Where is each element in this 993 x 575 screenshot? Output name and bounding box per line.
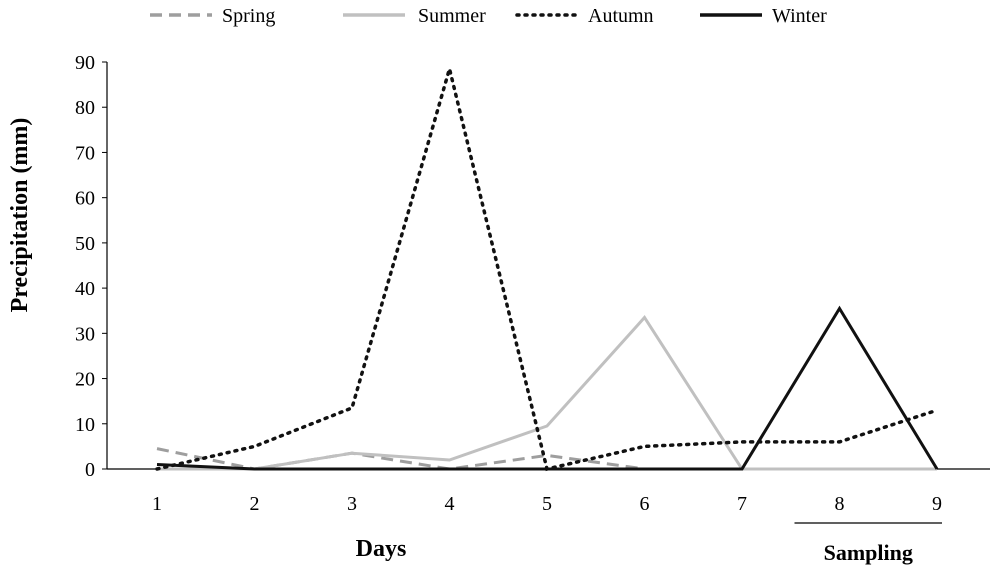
y-tick-label: 70 [75, 142, 95, 164]
series-line-summer [157, 315, 937, 471]
x-tick-label: 2 [250, 493, 260, 515]
y-axis: 0 10 20 30 40 50 60 70 80 90 [75, 52, 108, 481]
legend-item-winter: Winter [700, 5, 827, 27]
y-tick-label: 90 [75, 52, 95, 74]
y-tick-label: 0 [85, 459, 95, 481]
y-tick-label: 50 [75, 233, 95, 255]
legend-label: Spring [222, 5, 275, 27]
legend-item-autumn: Autumn [515, 5, 654, 27]
x-axis: 1 2 3 4 5 6 7 8 9 [107, 468, 990, 515]
y-tick-label: 60 [75, 188, 95, 210]
y-tick-label: 20 [75, 369, 95, 391]
y-tick-label: 30 [75, 323, 95, 345]
legend-label: Autumn [588, 5, 654, 27]
x-tick-label: 4 [445, 493, 455, 515]
legend: Spring Summer Autumn Winter [150, 5, 827, 27]
x-tick-label: 3 [347, 493, 357, 515]
sampling-label: Sampling [824, 540, 913, 565]
x-tick-label: 5 [542, 493, 552, 515]
legend-item-spring: Spring [150, 5, 275, 27]
x-tick-label: 1 [152, 493, 162, 515]
x-tick-label: 7 [737, 493, 747, 515]
annotations: Sampling [794, 522, 942, 565]
legend-label: Summer [418, 5, 486, 27]
series-line-winter [156, 305, 939, 471]
y-axis-title: Precipitation (mm) [7, 118, 33, 313]
legend-label: Winter [772, 5, 827, 27]
series-layer [155, 61, 939, 472]
legend-item-summer: Summer [343, 5, 486, 27]
x-tick-label: 6 [640, 493, 650, 515]
x-axis-title: Days [356, 536, 407, 562]
y-tick-label: 80 [75, 97, 95, 119]
x-tick-label: 8 [835, 493, 845, 515]
x-tick-label: 9 [932, 493, 942, 515]
y-tick-label: 40 [75, 278, 95, 300]
y-tick-label: 10 [75, 414, 95, 436]
series-line-autumn [155, 61, 939, 472]
